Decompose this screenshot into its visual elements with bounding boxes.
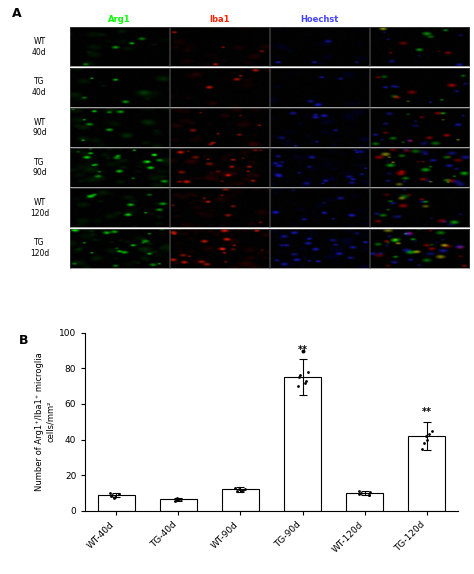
Point xyxy=(173,494,181,503)
Text: **: ** xyxy=(422,408,432,417)
Point xyxy=(237,487,245,496)
Point xyxy=(423,435,431,444)
Text: Merge: Merge xyxy=(404,15,434,24)
Point xyxy=(173,495,180,505)
Point xyxy=(356,487,363,496)
Text: A: A xyxy=(12,7,21,20)
Point xyxy=(295,373,302,382)
Text: Iba1: Iba1 xyxy=(209,15,229,24)
Point xyxy=(175,495,182,504)
Point xyxy=(301,378,309,387)
Point xyxy=(425,430,433,439)
Point xyxy=(110,493,118,502)
Point xyxy=(302,376,310,385)
Point xyxy=(239,486,246,495)
Bar xyxy=(284,377,321,511)
Text: **: ** xyxy=(298,345,308,355)
Point xyxy=(365,490,373,499)
Point xyxy=(428,426,436,435)
Point xyxy=(106,488,114,498)
Point xyxy=(173,495,181,505)
Point xyxy=(299,346,306,355)
Point xyxy=(115,490,123,499)
Point xyxy=(355,490,363,499)
Text: WT
40d: WT 40d xyxy=(32,37,46,57)
Point xyxy=(418,444,426,453)
Point xyxy=(171,497,178,506)
Bar xyxy=(222,490,259,511)
Point xyxy=(296,371,304,380)
Text: B: B xyxy=(19,333,28,347)
Point xyxy=(294,382,302,391)
Text: WT
120d: WT 120d xyxy=(30,198,49,218)
Text: WT
90d: WT 90d xyxy=(32,118,46,137)
Text: Hoechst: Hoechst xyxy=(300,15,338,24)
Text: TG
40d: TG 40d xyxy=(32,77,46,97)
Y-axis label: Number of Arg1⁺/Iba1⁺ microglia
cells/mm²: Number of Arg1⁺/Iba1⁺ microglia cells/mm… xyxy=(36,352,55,491)
Bar xyxy=(160,499,197,511)
Text: Arg1: Arg1 xyxy=(108,15,130,24)
Text: TG
120d: TG 120d xyxy=(30,238,49,258)
Bar xyxy=(98,495,135,511)
Point xyxy=(305,367,312,377)
Point xyxy=(422,432,429,441)
Point xyxy=(365,490,373,499)
Text: TG
90d: TG 90d xyxy=(32,158,46,177)
Point xyxy=(420,439,428,448)
Point xyxy=(366,487,374,497)
Point xyxy=(111,492,119,501)
Point xyxy=(241,484,249,493)
Point xyxy=(357,488,365,498)
Point xyxy=(108,491,115,501)
Bar xyxy=(346,493,383,511)
Point xyxy=(231,483,238,492)
Point xyxy=(108,490,116,499)
Point xyxy=(177,495,184,504)
Point xyxy=(233,487,241,496)
Bar xyxy=(408,436,446,511)
Point xyxy=(236,485,243,494)
